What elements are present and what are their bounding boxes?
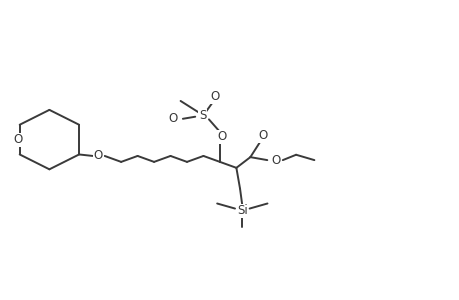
Text: Si: Si (236, 204, 247, 218)
Text: O: O (258, 129, 267, 142)
Text: O: O (270, 154, 280, 166)
Text: O: O (94, 149, 103, 162)
Text: O: O (168, 112, 177, 125)
Text: S: S (198, 109, 206, 122)
Text: O: O (13, 133, 22, 146)
Text: O: O (217, 130, 226, 143)
Text: O: O (210, 90, 219, 103)
